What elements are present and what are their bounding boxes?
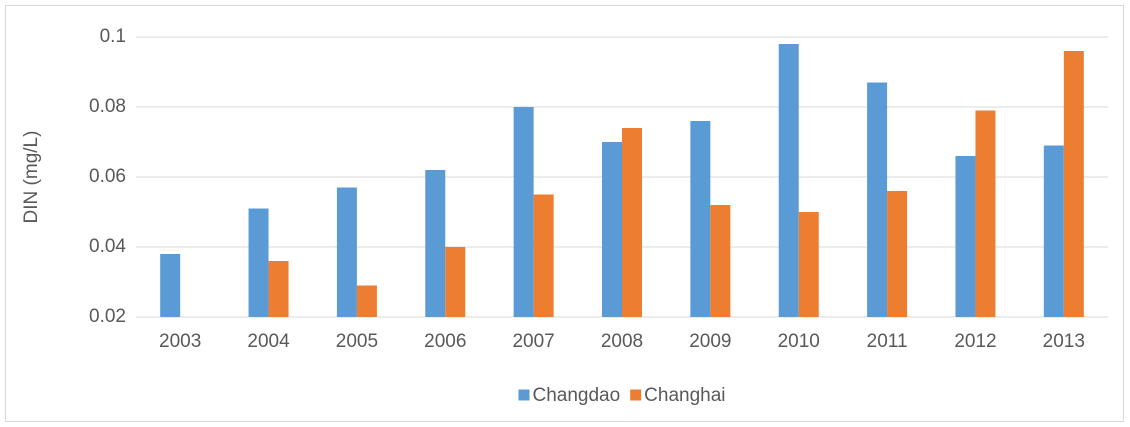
bar — [622, 128, 642, 317]
x-tick-label: 2009 — [689, 331, 731, 352]
legend-label: Changhai — [644, 385, 725, 406]
bar — [778, 44, 799, 317]
legend-swatch — [518, 389, 530, 401]
x-tick-label: 2005 — [336, 331, 378, 352]
bar — [1063, 51, 1084, 317]
bar — [160, 254, 181, 317]
legend-item: Changdao — [518, 385, 620, 406]
bar — [798, 212, 819, 317]
x-tick-label: 2003 — [159, 331, 201, 352]
x-tick-label: 2012 — [954, 331, 996, 352]
x-tick-label: 2007 — [512, 331, 554, 352]
bar — [955, 156, 976, 317]
bar — [975, 110, 996, 317]
bar — [336, 187, 357, 317]
x-tick-label: 2004 — [247, 331, 290, 352]
bar — [248, 208, 269, 317]
chart-border — [5, 5, 1124, 422]
x-tick-label: 2013 — [1043, 331, 1085, 352]
bar — [1043, 145, 1064, 317]
y-tick-label: 0.1 — [100, 26, 126, 47]
y-tick-label: 0.02 — [89, 306, 126, 327]
y-tick-label: 0.04 — [89, 236, 126, 257]
bar — [867, 82, 888, 317]
bar — [356, 285, 377, 317]
y-axis-label: DIN (mg/L) — [21, 131, 42, 224]
bar — [602, 142, 622, 317]
bar — [425, 170, 446, 317]
bar — [690, 121, 711, 317]
bar — [887, 191, 908, 317]
x-tick-label: 2010 — [778, 331, 820, 352]
x-tick-label: 2006 — [424, 331, 466, 352]
x-tick-label: 2011 — [867, 331, 908, 352]
y-tick-label: 0.08 — [89, 96, 126, 117]
legend-label: Changdao — [532, 385, 620, 406]
bar — [445, 247, 466, 317]
legend-swatch — [630, 389, 642, 401]
bar — [533, 194, 554, 317]
legend-item: Changhai — [630, 385, 726, 406]
bar — [710, 205, 731, 317]
bar — [268, 261, 289, 317]
y-tick-label: 0.06 — [89, 166, 126, 187]
bar — [513, 107, 534, 317]
x-tick-label: 2008 — [601, 331, 643, 352]
